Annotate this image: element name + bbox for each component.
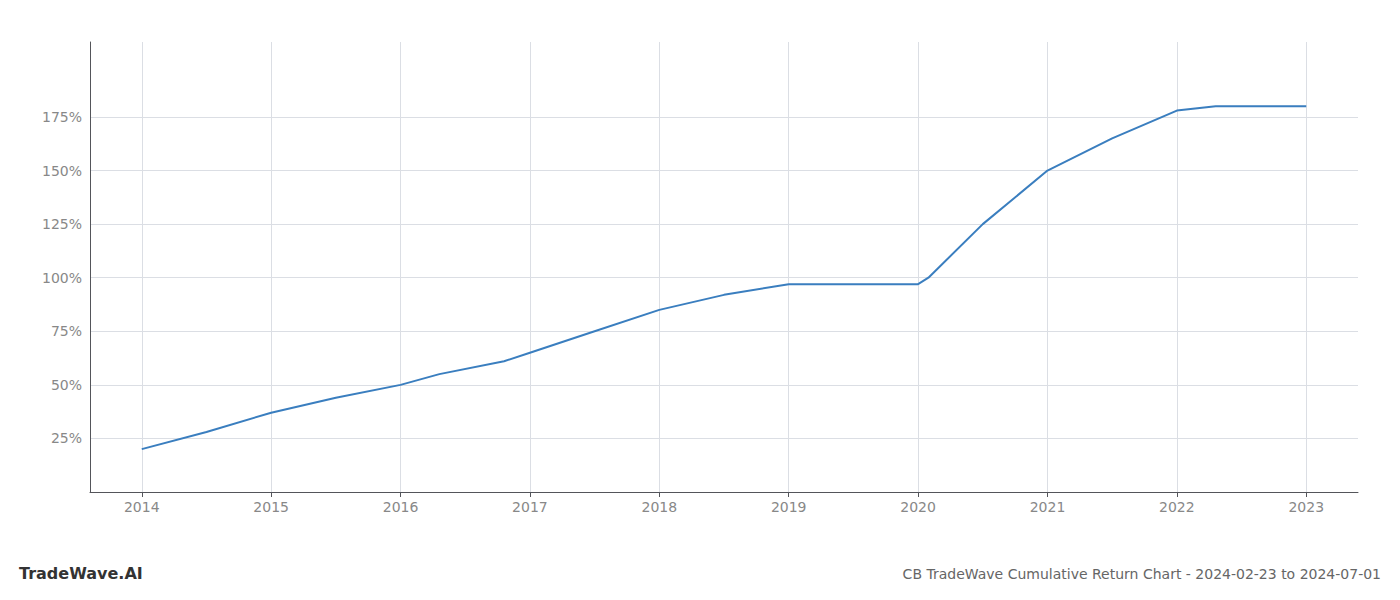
svg-text:2021: 2021	[1030, 499, 1066, 515]
svg-text:2019: 2019	[771, 499, 807, 515]
svg-text:2014: 2014	[124, 499, 160, 515]
svg-text:2020: 2020	[900, 499, 936, 515]
svg-text:125%: 125%	[42, 216, 82, 232]
svg-text:75%: 75%	[51, 323, 82, 339]
svg-text:2022: 2022	[1159, 499, 1195, 515]
svg-text:175%: 175%	[42, 109, 82, 125]
svg-text:2018: 2018	[641, 499, 677, 515]
svg-text:TradeWave.AI: TradeWave.AI	[19, 564, 143, 583]
svg-text:CB TradeWave Cumulative Return: CB TradeWave Cumulative Return Chart - 2…	[903, 566, 1381, 582]
svg-text:50%: 50%	[51, 377, 82, 393]
svg-text:2017: 2017	[512, 499, 548, 515]
svg-text:2015: 2015	[253, 499, 289, 515]
svg-text:25%: 25%	[51, 430, 82, 446]
svg-text:2023: 2023	[1288, 499, 1324, 515]
svg-text:2016: 2016	[383, 499, 419, 515]
svg-text:150%: 150%	[42, 163, 82, 179]
svg-text:100%: 100%	[42, 270, 82, 286]
